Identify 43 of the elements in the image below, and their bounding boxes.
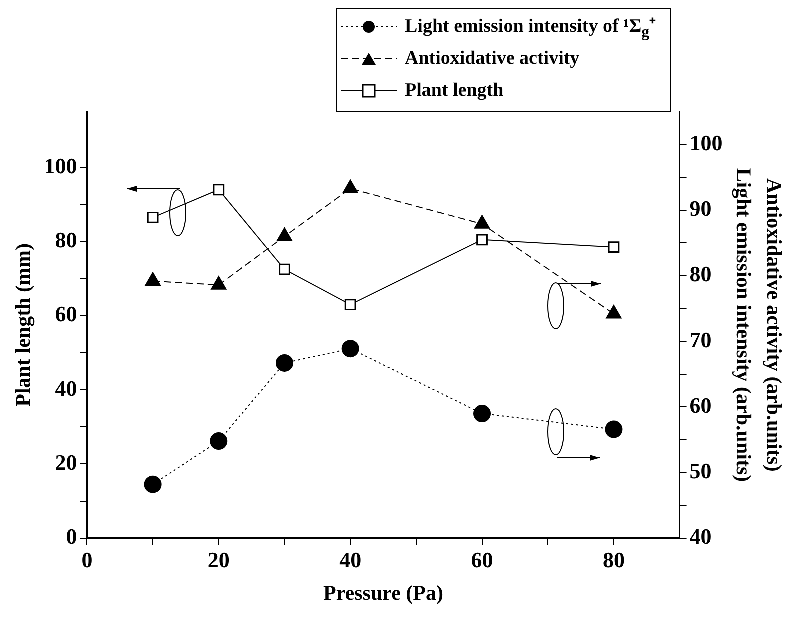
point: [342, 180, 358, 194]
point: [144, 476, 162, 494]
y2-axis-title: Light emission intensity (arb.units): [732, 168, 756, 482]
point: [211, 276, 227, 290]
point: [608, 242, 620, 254]
y-tick-label: 40: [55, 376, 78, 401]
y2-tick-label: 50: [690, 458, 712, 484]
x-tick-label: 80: [602, 547, 625, 572]
y-tick-label: 60: [55, 302, 78, 327]
point: [279, 264, 290, 276]
y-axis-title: Plant length (mm): [11, 244, 36, 407]
x-tick-label: 60: [471, 547, 494, 572]
x-tick-label: 20: [208, 547, 230, 572]
y-tick-label: 0: [66, 524, 78, 550]
point: [474, 405, 492, 423]
y-tick-label: 100: [44, 153, 78, 178]
y-tick-label: 80: [55, 227, 78, 252]
y2-tick-label: 90: [690, 196, 712, 222]
point: [147, 212, 159, 224]
point: [606, 305, 622, 319]
point: [213, 184, 225, 196]
point: [145, 272, 161, 286]
point: [474, 215, 490, 229]
x-axis-title: Pressure (Pa): [324, 580, 444, 605]
point: [276, 354, 294, 372]
point: [210, 432, 228, 450]
y2-tick-label: 80: [690, 262, 712, 287]
y2-tick-label: 40: [690, 524, 712, 550]
text: Antioxidative activity (arb.units): [762, 178, 787, 472]
point: [342, 340, 360, 358]
legend-label: Light emission intensity of ¹Σ$_{g}$⁺: [405, 15, 656, 42]
point: [344, 299, 356, 311]
legend-label: Antioxidative activity: [405, 48, 580, 70]
point: [605, 420, 623, 438]
y2-tick-label: 70: [690, 327, 712, 352]
legend-label: Plant length: [405, 80, 504, 102]
x-tick-label: 0: [82, 547, 93, 572]
y2-tick-label: 60: [690, 392, 712, 418]
y-tick-label: 20: [55, 450, 78, 475]
point: [476, 234, 488, 246]
x-tick-label: 40: [340, 547, 362, 572]
y2-tick-label: 100: [690, 130, 723, 156]
point: [277, 228, 292, 242]
